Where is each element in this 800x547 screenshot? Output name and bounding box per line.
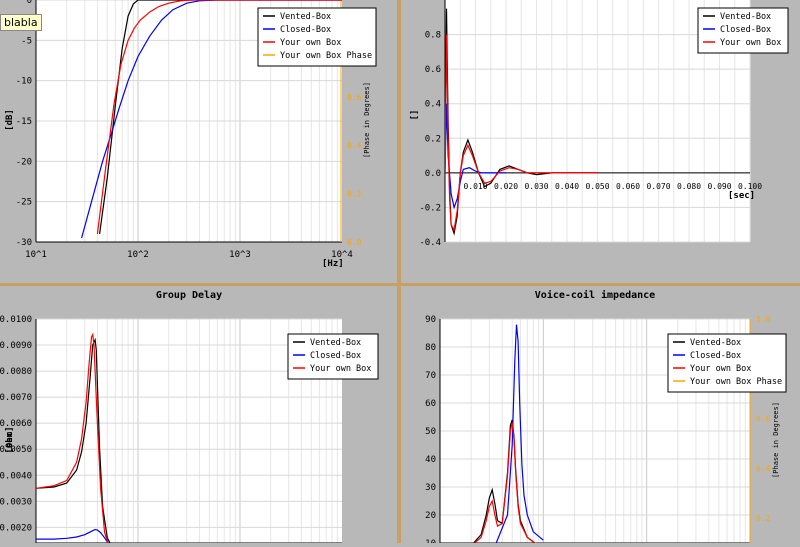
y-tick-label: 0.0070 bbox=[0, 393, 32, 403]
y-tick-label: 0.0050 bbox=[0, 445, 32, 455]
y-axis-label: [sec] bbox=[5, 426, 15, 453]
legend-label: Your own Box bbox=[310, 364, 371, 374]
x-tick-label: 10^2 bbox=[127, 250, 149, 260]
x-tick-label: 0.040 bbox=[555, 182, 579, 191]
y-tick-label: 30 bbox=[425, 483, 436, 493]
y-tick-label: 0 bbox=[27, 0, 32, 6]
x-axis-label: [sec] bbox=[728, 191, 755, 201]
x-tick-label: 0.100 bbox=[738, 182, 762, 191]
y-tick-label: 0.0020 bbox=[0, 523, 32, 533]
vertical-splitter bbox=[397, 0, 401, 543]
y-tick-label: -0.4 bbox=[419, 238, 441, 248]
legend-label: Vented-Box bbox=[720, 12, 771, 22]
series-line-vented-box bbox=[36, 337, 111, 543]
y2-tick-label: 0.0 bbox=[347, 238, 362, 247]
x-tick-label: 0.060 bbox=[616, 182, 640, 191]
y-axis-label: [Ohm] bbox=[5, 426, 15, 453]
x-tick-label: 0.080 bbox=[677, 182, 701, 191]
y-tick-label: 0.8 bbox=[425, 31, 441, 41]
y2-tick-label: 0.4 bbox=[756, 464, 771, 473]
series-line-your-own-box bbox=[96, 0, 342, 234]
legend-label: Your own Box bbox=[720, 38, 781, 48]
x-axis-label: [Hz] bbox=[322, 259, 344, 269]
chart-title: Group Delay bbox=[156, 290, 222, 301]
y-tick-label: 0.0090 bbox=[0, 341, 32, 351]
y-tick-label: -15 bbox=[16, 117, 32, 127]
y-tick-label: 0.4 bbox=[425, 100, 441, 110]
legend-label: Vented-Box bbox=[690, 338, 741, 348]
legend-label: Your own Box Phase bbox=[690, 377, 782, 387]
y-tick-label: 20 bbox=[425, 511, 436, 521]
y-tick-label: 70 bbox=[425, 371, 436, 381]
series-line-closed-box bbox=[494, 324, 544, 543]
y2-tick-label: 0.6 bbox=[347, 93, 362, 102]
y-tick-label: 0.0 bbox=[425, 169, 441, 179]
y-tick-label: -0.2 bbox=[419, 203, 441, 213]
x-tick-label: 0.010 bbox=[463, 182, 487, 191]
legend-label: Closed-Box bbox=[690, 351, 741, 361]
x-tick-label: 10^3 bbox=[229, 250, 251, 260]
legend-label: Your own Box bbox=[280, 38, 341, 48]
legend-label: Vented-Box bbox=[280, 12, 331, 22]
x-tick-label: 0.030 bbox=[524, 182, 548, 191]
y-tick-label: 10 bbox=[425, 539, 436, 543]
y-tick-label: -25 bbox=[16, 198, 32, 208]
y-tick-label: 40 bbox=[425, 455, 436, 465]
y-tick-label: 90 bbox=[425, 315, 436, 325]
y-tick-label: -10 bbox=[16, 77, 32, 87]
y-axis-label: [] bbox=[410, 110, 420, 121]
y-tick-label: 0.0030 bbox=[0, 497, 32, 507]
y-tick-label: -30 bbox=[16, 238, 32, 248]
x-tick-label: 10^4 bbox=[331, 250, 353, 260]
legend-box bbox=[257, 7, 377, 67]
series-line-your-own-box bbox=[473, 422, 536, 543]
y2-axis-label: [Phase in Degrees] bbox=[772, 402, 780, 478]
y2-tick-label: 0.2 bbox=[756, 514, 771, 523]
chart-title: Voice-coil impedance bbox=[535, 289, 655, 301]
y-tick-label: 0.6 bbox=[425, 65, 441, 75]
y-tick-label: 0.0100 bbox=[0, 315, 32, 325]
y-tick-label: 80 bbox=[425, 343, 436, 353]
x-tick-label: 10^1 bbox=[25, 250, 47, 260]
y2-tick-label: 1.0 bbox=[756, 315, 771, 324]
x-tick-label: 0.050 bbox=[585, 182, 609, 191]
y2-tick-label: 0.6 bbox=[756, 415, 771, 424]
y-axis-label: [dB] bbox=[5, 109, 15, 131]
y-tick-label: 60 bbox=[425, 399, 436, 409]
y-tick-label: 0.0040 bbox=[0, 471, 32, 481]
legend-label: Closed-Box bbox=[280, 25, 331, 35]
x-tick-label: 0.070 bbox=[646, 182, 670, 191]
x-tick-label: 0.090 bbox=[707, 182, 731, 191]
y-tick-label: -20 bbox=[16, 157, 32, 167]
tooltip: blabla bbox=[0, 14, 42, 31]
legend-label: Closed-Box bbox=[720, 25, 771, 35]
y-tick-label: 0.2 bbox=[425, 134, 441, 144]
y-tick-label: -5 bbox=[21, 36, 32, 46]
series-line-your-own-box bbox=[445, 34, 598, 232]
horizontal-splitter bbox=[0, 283, 800, 286]
legend-label: Closed-Box bbox=[310, 351, 361, 361]
series-line-closed-box bbox=[36, 528, 109, 543]
series-line-your-own-box bbox=[36, 332, 109, 543]
legend-label: Vented-Box bbox=[310, 338, 361, 348]
y2-tick-label: 0.2 bbox=[347, 190, 362, 199]
legend-box bbox=[667, 333, 787, 393]
legend-label: Your own Box bbox=[690, 364, 751, 374]
y2-axis-label: [Phase in Degrees] bbox=[363, 82, 371, 158]
y-tick-label: 0.0080 bbox=[0, 367, 32, 377]
y-tick-label: 50 bbox=[425, 427, 436, 437]
y2-tick-label: 0.4 bbox=[347, 141, 362, 150]
legend-label: Your own Box Phase bbox=[280, 51, 372, 61]
y-tick-label: 0.0060 bbox=[0, 419, 32, 429]
x-tick-label: 0.020 bbox=[494, 182, 518, 191]
